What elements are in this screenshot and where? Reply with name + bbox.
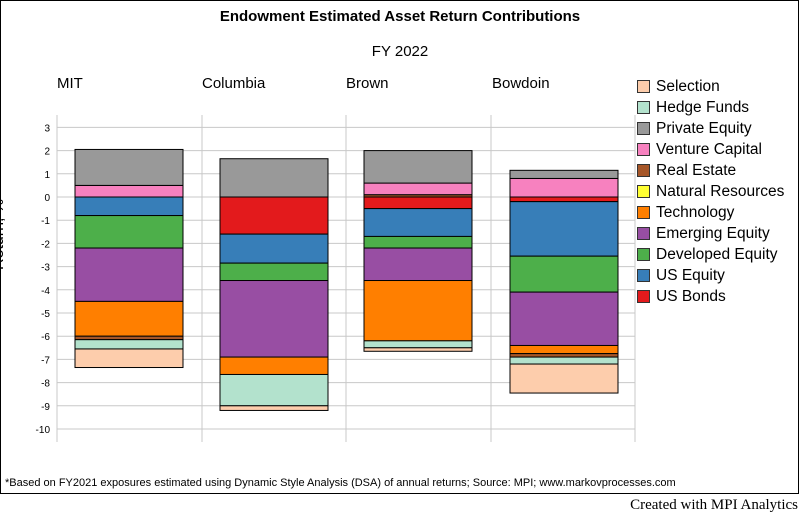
legend-swatch [637,206,650,219]
legend-label: Real Estate [656,161,737,179]
legend-label: US Equity [656,266,725,284]
bar-segment-brown-venture-capital [363,182,473,196]
legend: Selection Hedge Funds Private Equity Ventur… [637,76,784,307]
bar-segment-brown-us-bonds [363,196,473,210]
bar-segment-bowdoin-us-bonds [509,196,619,203]
legend-swatch [637,269,650,282]
bar-segment-bowdoin-us-equity [509,201,619,257]
bar-segment-bowdoin-selection [509,363,619,394]
legend-swatch [637,227,650,240]
bar-segment-columbia-emerging-equity [219,280,329,358]
legend-item: Private Equity [637,118,784,139]
bar-segment-bowdoin-venture-capital [509,177,619,198]
bar-segment-mit-selection [74,348,184,369]
y-tick-label: 3 [44,123,50,134]
credit-text: Created with MPI Analytics [630,497,798,513]
y-tick-label: -1 [41,216,50,227]
bar-segment-columbia-hedge-funds [219,373,329,407]
y-tick-label: -5 [41,309,50,320]
legend-swatch [637,164,650,177]
legend-label: Selection [656,77,720,95]
chart-title: Endowment Estimated Asset Return Contrib… [219,8,581,25]
legend-item: Technology [637,202,784,223]
legend-swatch [637,122,650,135]
legend-item: Selection [637,76,784,97]
bar-segment-columbia-developed-equity [219,262,329,282]
panel-label-mit: MIT [57,75,83,92]
bar-segment-brown-private-equity [363,150,473,184]
legend-item: Developed Equity [637,244,784,265]
bar-segment-mit-technology [74,300,184,337]
bar-segment-mit-emerging-equity [74,247,184,302]
y-axis-label: Return, % [0,199,7,270]
y-tick-label: -2 [41,239,50,250]
legend-item: Venture Capital [637,139,784,160]
legend-swatch [637,143,650,156]
bar-segment-bowdoin-technology [509,344,619,355]
y-tick-label: -7 [41,355,50,366]
bar-segment-columbia-us-equity [219,233,329,264]
bar-segment-mit-developed-equity [74,215,184,249]
y-tick-label: -9 [41,402,50,413]
legend-item: Emerging Equity [637,223,784,244]
bar-segment-mit-real-estate [74,335,184,341]
legend-swatch [637,290,650,303]
bar-segment-brown-hedge-funds [363,340,473,349]
panel-label-columbia: Columbia [202,75,266,92]
legend-item: US Equity [637,265,784,286]
y-tick-label: 1 [44,170,50,181]
legend-item: Natural Resources [637,181,784,202]
footnote: *Based on FY2021 exposures estimated usi… [5,477,676,489]
y-tick-label: -3 [41,263,50,274]
y-tick-label: -8 [41,379,50,390]
legend-swatch [637,248,650,261]
y-tick-label: -6 [41,332,50,343]
legend-swatch [637,185,650,198]
bar-segment-brown-technology [363,280,473,342]
legend-label: Emerging Equity [656,224,770,242]
y-tick-label: 2 [44,147,50,158]
bar-segment-brown-selection [363,347,473,352]
legend-swatch [637,101,650,114]
bar-segment-brown-developed-equity [363,235,473,249]
panel-label-bowdoin: Bowdoin [492,75,550,92]
legend-label: Venture Capital [656,140,762,158]
bar-segment-mit-private-equity [74,148,184,186]
bar-segment-bowdoin-emerging-equity [509,291,619,346]
legend-item: US Bonds [637,286,784,307]
chart-subtitle: FY 2022 [371,43,429,60]
bar-segment-columbia-us-bonds [219,196,329,235]
legend-label: Hedge Funds [656,98,750,116]
bar-segment-bowdoin-developed-equity [509,255,619,293]
legend-label: Natural Resources [656,182,785,200]
legend-item: Hedge Funds [637,97,784,118]
y-tick-label: -4 [41,286,50,297]
bar-segment-bowdoin-private-equity [509,169,619,179]
legend-label: Private Equity [656,119,752,137]
bar-segment-mit-hedge-funds [74,339,184,350]
legend-swatch [637,80,650,93]
bar-segment-columbia-technology [219,356,329,375]
bar-segment-bowdoin-real-estate [509,353,619,358]
legend-label: US Bonds [656,287,726,305]
panel-label-brown: Brown [346,75,389,92]
bar-segment-columbia-selection [219,405,329,411]
y-tick-label: -10 [36,425,51,436]
bar-segment-brown-emerging-equity [363,247,473,282]
y-tick-label: 0 [44,193,50,204]
bar-segment-columbia-private-equity [219,158,329,198]
legend-label: Developed Equity [656,245,778,263]
bar-segment-bowdoin-hedge-funds [509,356,619,365]
bar-segment-brown-us-equity [363,208,473,237]
bar-segment-mit-us-equity [74,196,184,217]
legend-item: Real Estate [637,160,784,181]
bar-segment-mit-venture-capital [74,184,184,198]
legend-label: Technology [656,203,735,221]
